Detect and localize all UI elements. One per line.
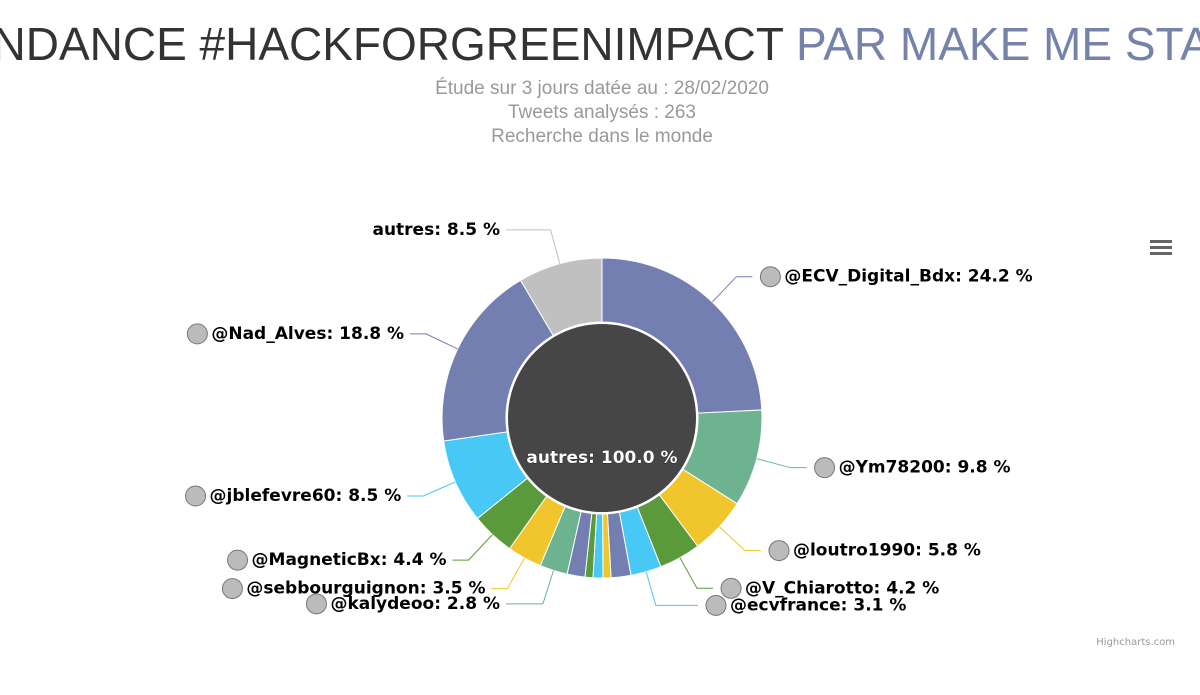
- label-name: @ecvfrance: [730, 595, 841, 615]
- connector: [645, 571, 698, 606]
- label-separator: :: [434, 594, 447, 614]
- label-value: 9.8 %: [957, 458, 1010, 478]
- label-separator: :: [588, 448, 601, 468]
- data-label: @V_Chiarotto: 4.2 %: [745, 578, 939, 598]
- connector: [756, 458, 807, 469]
- center-value: 100.0 %: [601, 448, 678, 468]
- data-label: autres: 8.5 %: [372, 220, 500, 240]
- data-label: @sebbourguignon: 3.5 %: [246, 579, 485, 599]
- avatar-icon: [185, 485, 207, 507]
- label-value: 4.2 %: [886, 578, 939, 598]
- center-label: autres: 100.0 %: [526, 448, 677, 468]
- connector: [407, 481, 456, 497]
- subtitle-line: Étude sur 3 jours datée au : 28/02/2020: [435, 78, 769, 99]
- avatar-icon: [768, 540, 790, 562]
- chart-title-suffix: PAR MAKE ME STATS: [796, 18, 1200, 70]
- center-name: autres: [526, 448, 588, 468]
- label-separator: :: [381, 550, 394, 570]
- menu-bar: [1150, 252, 1172, 255]
- sunburst-segment: [601, 257, 763, 414]
- data-label: @Ym78200: 9.8 %: [839, 458, 1011, 478]
- label-name: @ECV_Digital_Bdx: [784, 267, 955, 287]
- menu-button[interactable]: [1150, 240, 1172, 255]
- label-name: @Nad_Alves: [211, 324, 326, 344]
- data-label: @Nad_Alves: 18.8 %: [211, 324, 404, 344]
- label-value: 8.5 %: [447, 220, 500, 240]
- avatar-icon: [720, 577, 742, 599]
- label-separator: :: [945, 458, 958, 478]
- chart-title-group: TENDANCE #HACKFORGREENIMPACT PAR MAKE ME …: [0, 18, 1200, 70]
- label-name: @Ym78200: [839, 458, 945, 478]
- label-separator: :: [335, 486, 348, 506]
- label-value: 8.5 %: [348, 486, 401, 506]
- label-value: 24.2 %: [968, 267, 1033, 287]
- label-separator: :: [434, 220, 447, 240]
- subtitle: Étude sur 3 jours datée au : 28/02/2020 T…: [435, 78, 769, 147]
- label-value: 18.8 %: [339, 324, 404, 344]
- label-name: @sebbourguignon: [246, 579, 419, 599]
- connector: [679, 557, 714, 589]
- label-name: @MagneticBx: [252, 550, 381, 570]
- data-label: @kalydeoo: 2.8 %: [330, 594, 500, 614]
- label-separator: :: [326, 324, 339, 344]
- avatar-icon: [814, 457, 836, 479]
- label-value: 3.1 %: [853, 595, 906, 615]
- label-name: autres: [372, 220, 434, 240]
- avatar-icon: [705, 594, 727, 616]
- connector: [718, 526, 761, 552]
- connector: [506, 229, 561, 264]
- label-name: @kalydeoo: [330, 594, 434, 614]
- label-value: 2.8 %: [447, 594, 500, 614]
- label-name: @jblefevre60: [210, 486, 336, 506]
- chart-title: TENDANCE #HACKFORGREENIMPACT: [0, 18, 784, 70]
- avatar-icon: [305, 593, 327, 615]
- connector: [491, 557, 525, 590]
- connector: [410, 333, 458, 350]
- label-separator: :: [420, 579, 433, 599]
- connector: [506, 570, 554, 605]
- label-separator: :: [915, 541, 928, 561]
- subtitle-line: Tweets analysés : 263: [508, 102, 696, 123]
- avatar-icon: [221, 578, 243, 600]
- sunburst-segment: [519, 257, 603, 337]
- data-label: @ECV_Digital_Bdx: 24.2 %: [784, 267, 1032, 287]
- label-name: @loutro1990: [793, 541, 915, 561]
- label-value: 5.8 %: [928, 541, 981, 561]
- label-separator: :: [841, 595, 854, 615]
- data-label: @ecvfrance: 3.1 %: [730, 595, 906, 615]
- label-separator: :: [874, 578, 887, 598]
- menu-bar: [1150, 246, 1172, 249]
- avatar-icon: [186, 323, 208, 345]
- data-label: @loutro1990: 5.8 %: [793, 541, 981, 561]
- credits[interactable]: Highcharts.com: [1096, 637, 1175, 648]
- label-separator: :: [955, 267, 968, 287]
- avatar-icon: [759, 266, 781, 288]
- connector: [711, 276, 753, 303]
- data-label: @MagneticBx: 4.4 %: [252, 550, 447, 570]
- center-node: [508, 324, 696, 512]
- label-name: @V_Chiarotto: [745, 578, 874, 598]
- avatar-icon: [227, 549, 249, 571]
- label-value: 3.5 %: [432, 579, 485, 599]
- subtitle-line: Recherche dans le monde: [491, 126, 713, 147]
- menu-bar: [1150, 240, 1172, 243]
- data-label: @jblefevre60: 8.5 %: [210, 486, 402, 506]
- connector: [452, 534, 493, 561]
- label-value: 4.4 %: [393, 550, 446, 570]
